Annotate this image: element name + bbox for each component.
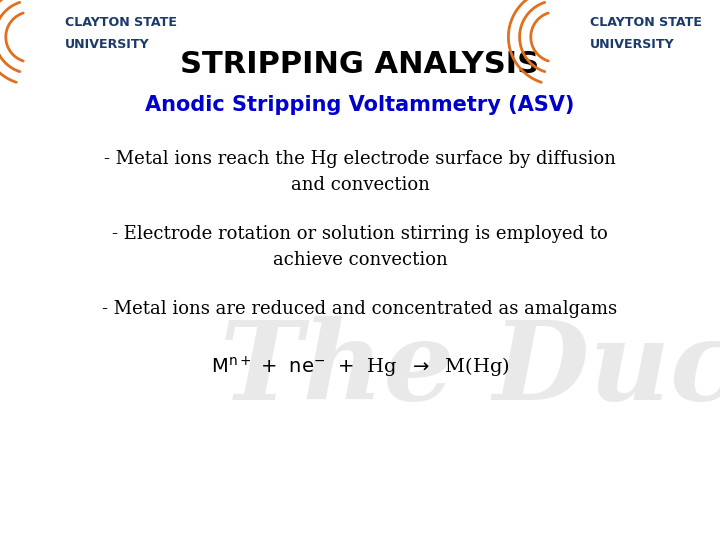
Text: Anodic Stripping Voltammetry (ASV): Anodic Stripping Voltammetry (ASV) [145,95,575,115]
Text: - Electrode rotation or solution stirring is employed to
achieve convection: - Electrode rotation or solution stirrin… [112,225,608,269]
Text: The Duck: The Duck [220,316,720,424]
Text: $\mathrm{M^{n+}}$ $+$  $\mathrm{ne^{-}}$  $+$  Hg  $\rightarrow$  M(Hg): $\mathrm{M^{n+}}$ $+$ $\mathrm{ne^{-}}$ … [210,355,510,380]
Text: CLAYTON STATE: CLAYTON STATE [590,17,701,30]
Text: STRIPPING ANALYSIS: STRIPPING ANALYSIS [181,50,539,79]
Text: UNIVERSITY: UNIVERSITY [590,37,674,51]
Text: UNIVERSITY: UNIVERSITY [65,37,149,51]
Text: - Metal ions reach the Hg electrode surface by diffusion
and convection: - Metal ions reach the Hg electrode surf… [104,150,616,194]
Text: CLAYTON STATE: CLAYTON STATE [65,17,176,30]
Text: - Metal ions are reduced and concentrated as amalgams: - Metal ions are reduced and concentrate… [102,300,618,318]
